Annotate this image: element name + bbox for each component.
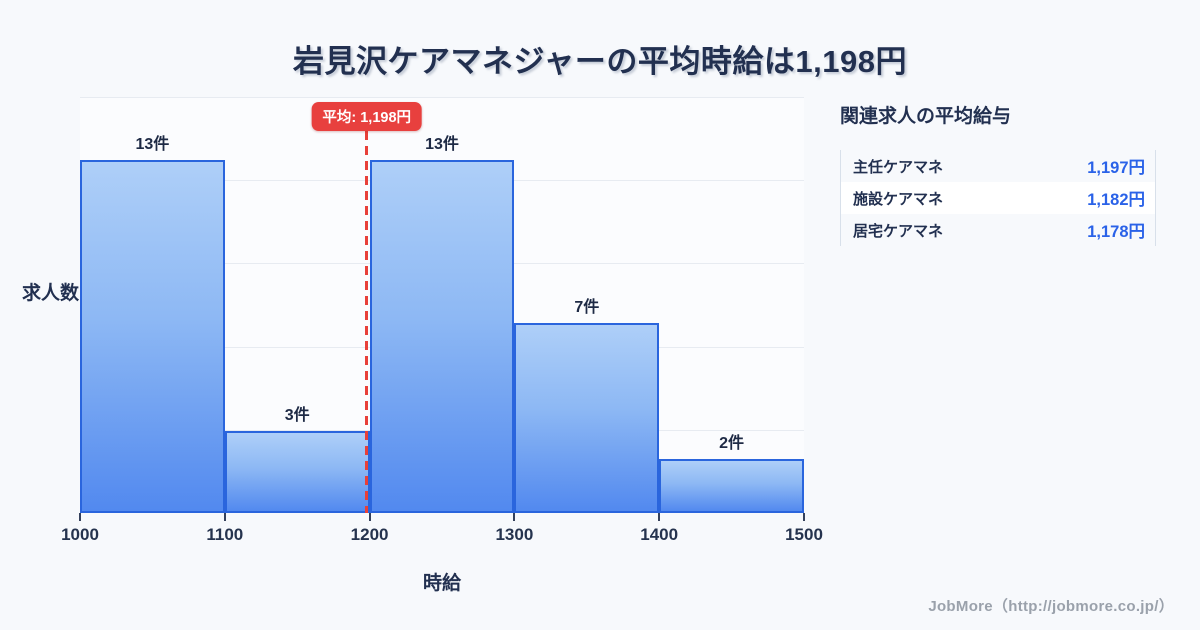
x-axis-tick-label: 1100 (206, 525, 244, 544)
x-axis-tick-label: 1000 (61, 525, 99, 544)
related-salary-panel: 関連求人の平均給与 主任ケアマネ 1,197円施設ケアマネ 1,182円居宅ケアマネ… (840, 101, 1156, 246)
gridline (80, 97, 804, 98)
x-axis-tick (223, 513, 226, 521)
table-row: 居宅ケアマネ 1,178円 (841, 214, 1155, 246)
panel-heading: 関連求人の平均給与 (840, 106, 1012, 127)
histogram-bar (659, 458, 804, 513)
salary-value: 1,178円 (1087, 223, 1145, 241)
histogram-bar (80, 159, 225, 513)
x-axis-tick-label: 1200 (350, 525, 389, 544)
x-axis-tick (513, 513, 516, 521)
x-axis-tick-label: 1300 (495, 525, 534, 544)
bar-value-label: 7件 (574, 298, 600, 316)
histogram-plot-area: 13件 3件 13件 7件 2件 1000 1100 1200 1300 1400 1500 平均: … (61, 97, 823, 544)
histogram-bar (514, 322, 660, 513)
x-axis-tick (368, 513, 371, 521)
salary-value: 1,197円 (1087, 159, 1145, 177)
x-axis-tick-label: 1500 (785, 525, 823, 544)
bar-value-label: 13件 (425, 135, 459, 153)
x-axis-tick (803, 513, 805, 521)
bar-value-label: 2件 (719, 434, 745, 452)
job-type-label: 主任ケアマネ (853, 158, 944, 176)
mean-dashed-line (365, 131, 369, 513)
job-type-label: 施設ケアマネ (853, 190, 944, 208)
bar-value-label: 13件 (135, 135, 170, 153)
x-axis-tick (79, 513, 81, 521)
table-row: 主任ケアマネ 1,197円 (841, 150, 1155, 182)
job-type-label: 居宅ケアマネ (853, 222, 944, 240)
x-axis-tick (658, 513, 661, 521)
footer-credit: JobMore（http://jobmore.co.jp/） (928, 598, 1174, 615)
page-title: 岩見沢ケアマネジャーの平均時給は1,198円 (292, 44, 908, 79)
histogram-bar (369, 159, 515, 513)
histogram-bar (224, 431, 370, 513)
bar-value-label: 3件 (284, 407, 310, 425)
x-axis-tick-label: 1400 (640, 525, 679, 544)
x-axis-label: 時給 (422, 573, 462, 594)
table-row: 施設ケアマネ 1,182円 (841, 182, 1155, 214)
salary-table: 主任ケアマネ 1,197円施設ケアマネ 1,182円居宅ケアマネ 1,178円 (840, 150, 1156, 246)
mean-value-badge: 平均: 1,198円 (311, 102, 423, 131)
salary-value: 1,182円 (1087, 191, 1145, 209)
y-axis-label: 求人数 (22, 283, 80, 304)
